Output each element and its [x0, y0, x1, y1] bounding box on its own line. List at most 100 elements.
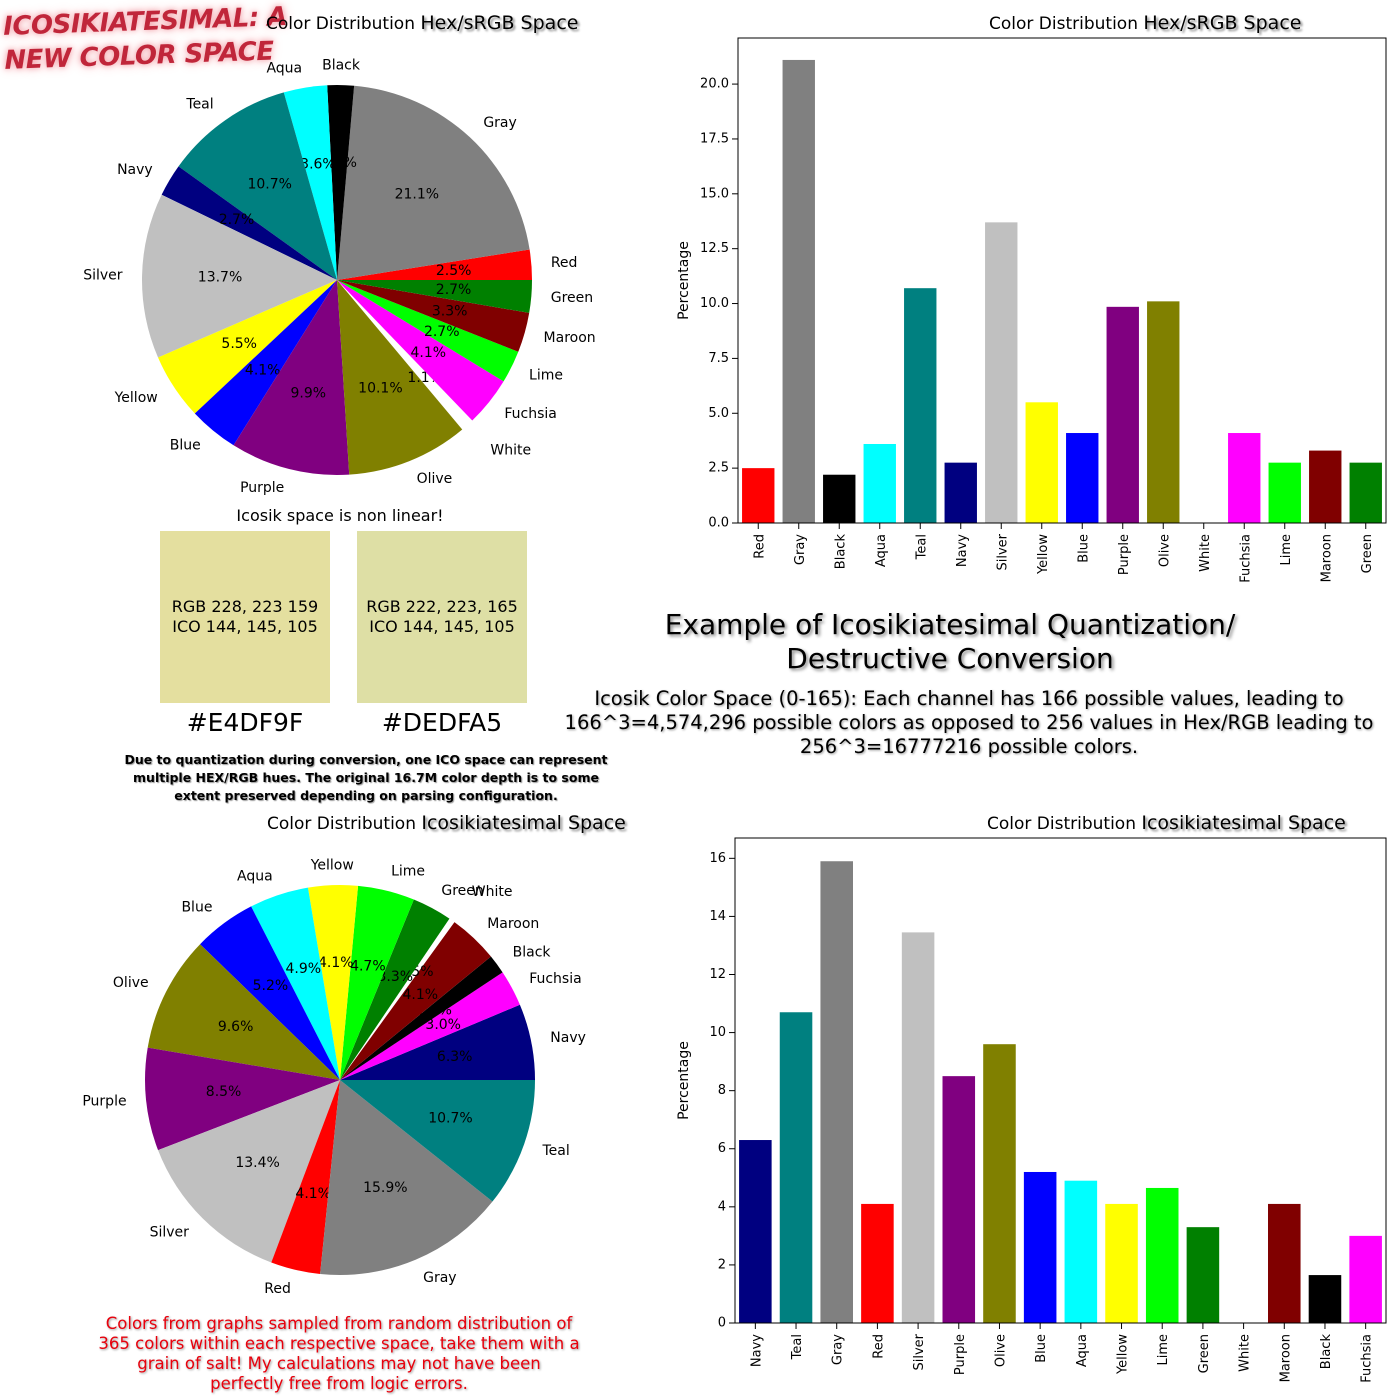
- bar-purple: [1106, 306, 1139, 523]
- x-tick-label-teal: Teal: [790, 1334, 805, 1360]
- pie-slice-navy: [161, 166, 337, 280]
- bar-aqua: [1064, 1180, 1098, 1323]
- x-tick-label-maroon: Maroon: [1278, 1334, 1293, 1382]
- example-description: Icosik Color Space (0-165): Each channel…: [564, 687, 1374, 758]
- ico-pie-title: Color Distribution Icosikiatesimal Space: [267, 812, 626, 834]
- x-tick-label-silver: Silver: [912, 1333, 927, 1370]
- pie-slice-purple: [233, 280, 350, 475]
- pie-slice-blue: [200, 906, 340, 1080]
- ico-pie-title-space: Icosikiatesimal Space: [421, 812, 626, 834]
- swatch-left: RGB 228, 223 159 ICO 144, 145, 105: [160, 531, 330, 703]
- pie-label-maroon: Maroon: [487, 916, 539, 932]
- quantization-note: Due to quantization during conversion, o…: [124, 752, 608, 803]
- bar-olive: [983, 1044, 1016, 1323]
- pie-value-blue: 5.2%: [253, 978, 289, 994]
- y-tick-label: 15.0: [700, 186, 729, 201]
- pie-label-olive: Olive: [113, 975, 149, 991]
- y-axis-label: Percentage: [676, 1041, 692, 1120]
- y-tick-label: 10.0: [700, 296, 729, 311]
- bar-olive: [1147, 301, 1180, 523]
- hex-bar-title-space: Hex/sRGB Space: [1143, 12, 1302, 34]
- pie-value-blue: 4.1%: [245, 362, 281, 378]
- x-tick-label-maroon: Maroon: [1319, 534, 1334, 582]
- x-tick-label-navy: Navy: [749, 1334, 764, 1367]
- pie-value-navy: 2.7%: [219, 212, 255, 228]
- hex-pie-title: Color Distribution Hex/sRGB Space: [266, 12, 578, 34]
- y-axis-label: Percentage: [676, 241, 692, 320]
- pie-label-silver: Silver: [150, 1224, 190, 1240]
- pie-value-maroon: 4.1%: [403, 987, 439, 1003]
- pie-slice-black: [327, 84, 355, 280]
- bar-gray: [782, 59, 815, 523]
- ico-bar-chart: 0 2 4 6 8 10 12 14 16 Navy Teal Gray Red Silver Purple…: [676, 837, 1387, 1383]
- x-tick-label-red: Red: [871, 1334, 886, 1359]
- hex-pie-title-space: Hex/sRGB Space: [420, 12, 579, 34]
- pie-label-teal: Teal: [541, 1143, 569, 1159]
- pie-slice-green: [337, 280, 532, 313]
- x-tick-label-gray: Gray: [831, 1334, 846, 1365]
- pie-label-lime: Lime: [529, 368, 563, 384]
- pie-label-aqua: Aqua: [237, 868, 273, 884]
- pie-value-fuchsia: 3.0%: [425, 1017, 461, 1033]
- ico-bar-title-prefix: Color Distribution: [987, 814, 1136, 834]
- pie-slice-aqua: [283, 85, 337, 280]
- pie-slice-yellow: [307, 885, 359, 1080]
- pie-slice-aqua: [251, 887, 340, 1080]
- pie-value-aqua: 4.9%: [285, 961, 321, 977]
- hex-bar-title: Color Distribution Hex/sRGB Space: [989, 12, 1301, 34]
- bar-teal: [904, 288, 937, 523]
- pie-value-yellow: 5.5%: [221, 336, 257, 352]
- x-tick-label-red: Red: [752, 534, 767, 559]
- x-tick-label-blue: Blue: [1076, 534, 1091, 563]
- pie-value-silver: 13.4%: [235, 1155, 279, 1171]
- pie-label-yellow: Yellow: [310, 858, 354, 874]
- pie-slice-purple: [144, 1047, 340, 1151]
- x-tick-label-silver: Silver: [995, 533, 1010, 570]
- pie-value-lime: 4.7%: [350, 958, 386, 974]
- x-tick-label-olive: Olive: [993, 1334, 1008, 1367]
- y-tick-label: 14: [709, 909, 726, 924]
- ico-pie-title-prefix: Color Distribution: [267, 814, 416, 834]
- pie-label-aqua: Aqua: [266, 60, 302, 76]
- pie-slice-gray: [320, 1080, 493, 1275]
- pie-label-maroon: Maroon: [544, 330, 596, 346]
- bar-purple: [942, 1076, 976, 1323]
- pie-value-green: 2.7%: [436, 282, 472, 298]
- x-tick-label-aqua: Aqua: [874, 534, 889, 567]
- pie-value-aqua: 3.6%: [300, 157, 336, 173]
- bar-maroon: [1309, 450, 1342, 523]
- x-tick-label-fuchsia: Fuchsia: [1360, 1334, 1375, 1383]
- pie-value-gray: 21.1%: [395, 186, 439, 202]
- example-title-line-2: Destructive Conversion: [786, 642, 1114, 675]
- bar-yellow: [1025, 402, 1058, 523]
- pie-value-purple: 8.5%: [206, 1084, 242, 1100]
- pie-slice-fuchsia: [337, 280, 504, 421]
- caveat-note: Colors from graphs sampled from random d…: [98, 1314, 580, 1393]
- pie-label-white: White: [490, 443, 531, 459]
- y-tick-label: 4: [718, 1199, 726, 1214]
- pie-slice-red: [337, 249, 532, 280]
- pie-label-lime: Lime: [391, 864, 425, 880]
- x-tick-label-black: Black: [1319, 1334, 1334, 1370]
- x-tick-label-aqua: Aqua: [1075, 1334, 1090, 1367]
- pie-label-fuchsia: Fuchsia: [504, 406, 557, 422]
- bar-fuchsia: [1228, 433, 1261, 523]
- pie-label-teal: Teal: [185, 97, 213, 113]
- pie-value-red: 4.1%: [295, 1186, 331, 1202]
- x-tick-label-black: Black: [833, 534, 848, 570]
- ico-bar-title-space: Icosikiatesimal Space: [1141, 812, 1346, 834]
- pie-value-fuchsia: 4.1%: [411, 345, 447, 361]
- pie-label-gray: Gray: [423, 1270, 456, 1286]
- pie-value-olive: 10.1%: [358, 381, 402, 397]
- hex-bar-chart: 0.0 2.5 5.0 7.5 10.0 12.5 15.0 17.5 20.0 Red Gray B…: [676, 37, 1387, 583]
- y-tick-label: 0.0: [708, 516, 729, 531]
- plot-frame: [737, 37, 1387, 524]
- pie-value-olive: 9.6%: [218, 1019, 254, 1035]
- y-tick-label: 10: [709, 1025, 726, 1040]
- swatch-right-rgb: RGB 222, 223, 165: [366, 597, 518, 616]
- pie-label-black: Black: [322, 58, 361, 74]
- x-tick-label-yellow: Yellow: [1036, 534, 1051, 575]
- bar-blue: [1023, 1171, 1057, 1323]
- bar-silver: [901, 932, 935, 1323]
- bar-navy: [739, 1140, 772, 1323]
